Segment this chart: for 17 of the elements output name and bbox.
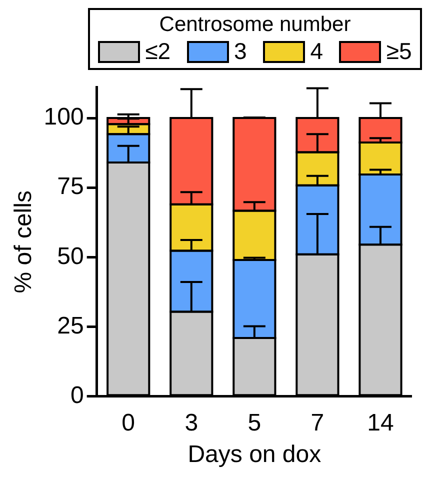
legend-label: ≥5 xyxy=(386,38,412,65)
y-tick-label: 100 xyxy=(44,104,84,131)
x-tick-label: 0 xyxy=(122,409,136,436)
y-tick-label: 75 xyxy=(57,173,84,200)
x-tick-label: 14 xyxy=(367,409,394,436)
legend-title: Centrosome number xyxy=(158,12,352,38)
legend-label: ≤2 xyxy=(145,38,171,65)
x-tick-label: 7 xyxy=(310,409,324,436)
y-tick-label: 25 xyxy=(57,312,84,340)
x-tick-label: 3 xyxy=(184,409,198,436)
legend-label: 4 xyxy=(310,38,323,65)
x-axis-title: Days on dox xyxy=(188,441,322,468)
x-tick-label: 5 xyxy=(248,409,262,436)
y-axis-title: % of cells xyxy=(10,190,38,294)
y-tick-label: 50 xyxy=(57,242,84,270)
y-tick-label: 0 xyxy=(70,382,84,410)
legend-label: 3 xyxy=(234,38,247,65)
